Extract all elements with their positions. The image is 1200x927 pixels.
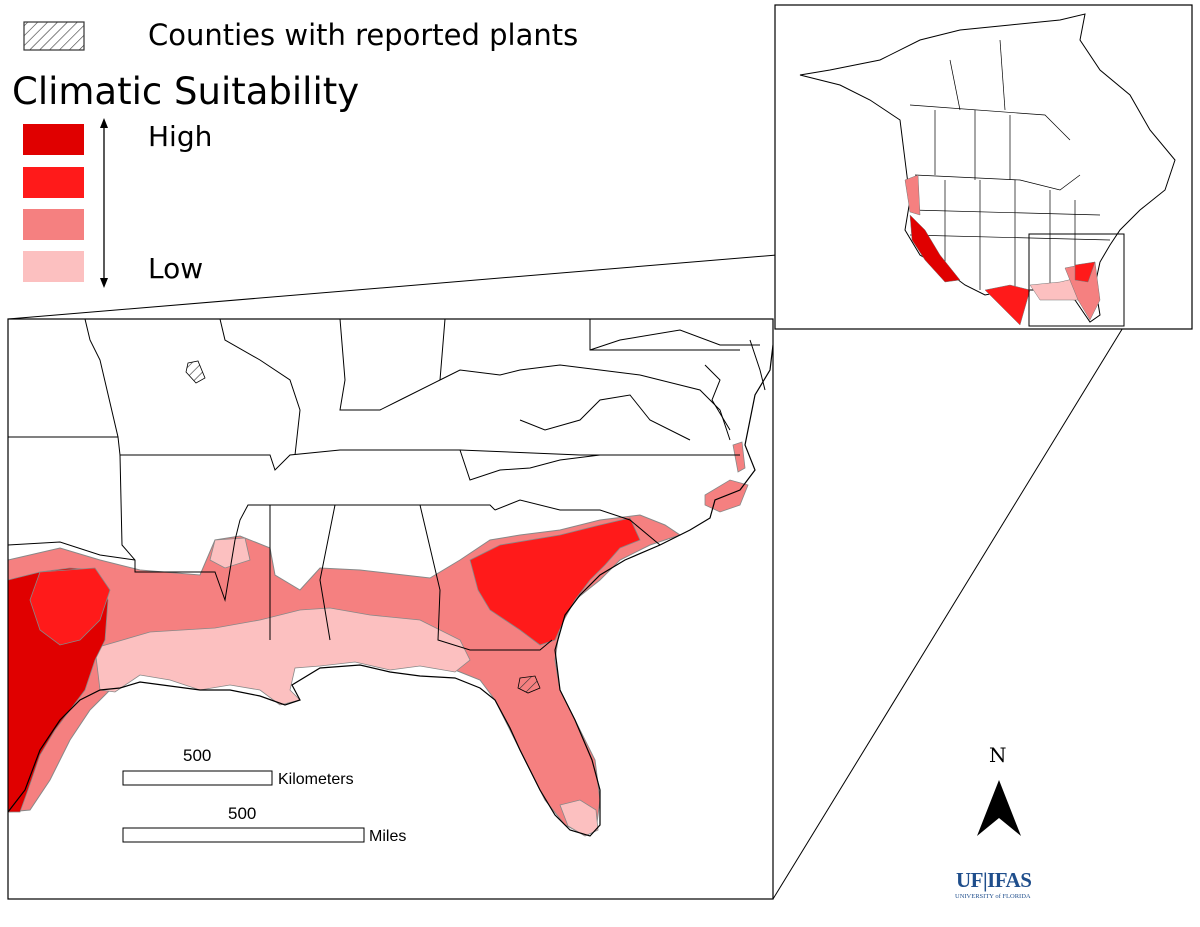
inset-zoom-box <box>1028 233 1125 327</box>
legend-title: Climatic Suitability <box>12 70 360 113</box>
coastline <box>8 344 773 837</box>
scale-bar-mi <box>122 827 365 843</box>
main-map <box>8 319 773 899</box>
state-boundaries <box>8 319 766 651</box>
main-map-frame <box>7 318 774 900</box>
legend-swatch-highest <box>23 124 84 155</box>
legend-swatch-medium <box>23 209 84 240</box>
legend-swatch-low <box>23 251 84 282</box>
legend-high-label: High <box>148 120 213 153</box>
logo-main: UF|IFAS <box>956 868 1032 892</box>
reported-county-marker <box>517 675 541 694</box>
north-label: N <box>989 743 1007 767</box>
logo-sub: UNIVERSITY of FLORIDA <box>955 893 1031 900</box>
scale-km-unit: Kilometers <box>278 771 354 788</box>
legend-low-label: Low <box>148 252 204 285</box>
suitability-high-region-east <box>469 517 641 646</box>
inset-map <box>775 5 1192 329</box>
scale-bar-km <box>122 770 273 786</box>
north-arrow-icon <box>977 780 1021 836</box>
inset-map-frame <box>774 4 1193 330</box>
scale-km-value: 500 <box>183 746 212 765</box>
scale-mi-unit: Miles <box>369 828 407 845</box>
scale-mi-value: 500 <box>228 804 257 823</box>
suitability-low-region <box>94 607 471 706</box>
legend-arrow-icon <box>100 118 108 288</box>
legend-hatch-swatch <box>23 21 85 51</box>
north-america-outline <box>799 13 1176 323</box>
legend-swatch-high <box>23 167 84 198</box>
legend-hatch-label: Counties with reported plants <box>148 18 579 52</box>
reported-county-marker <box>185 360 206 384</box>
